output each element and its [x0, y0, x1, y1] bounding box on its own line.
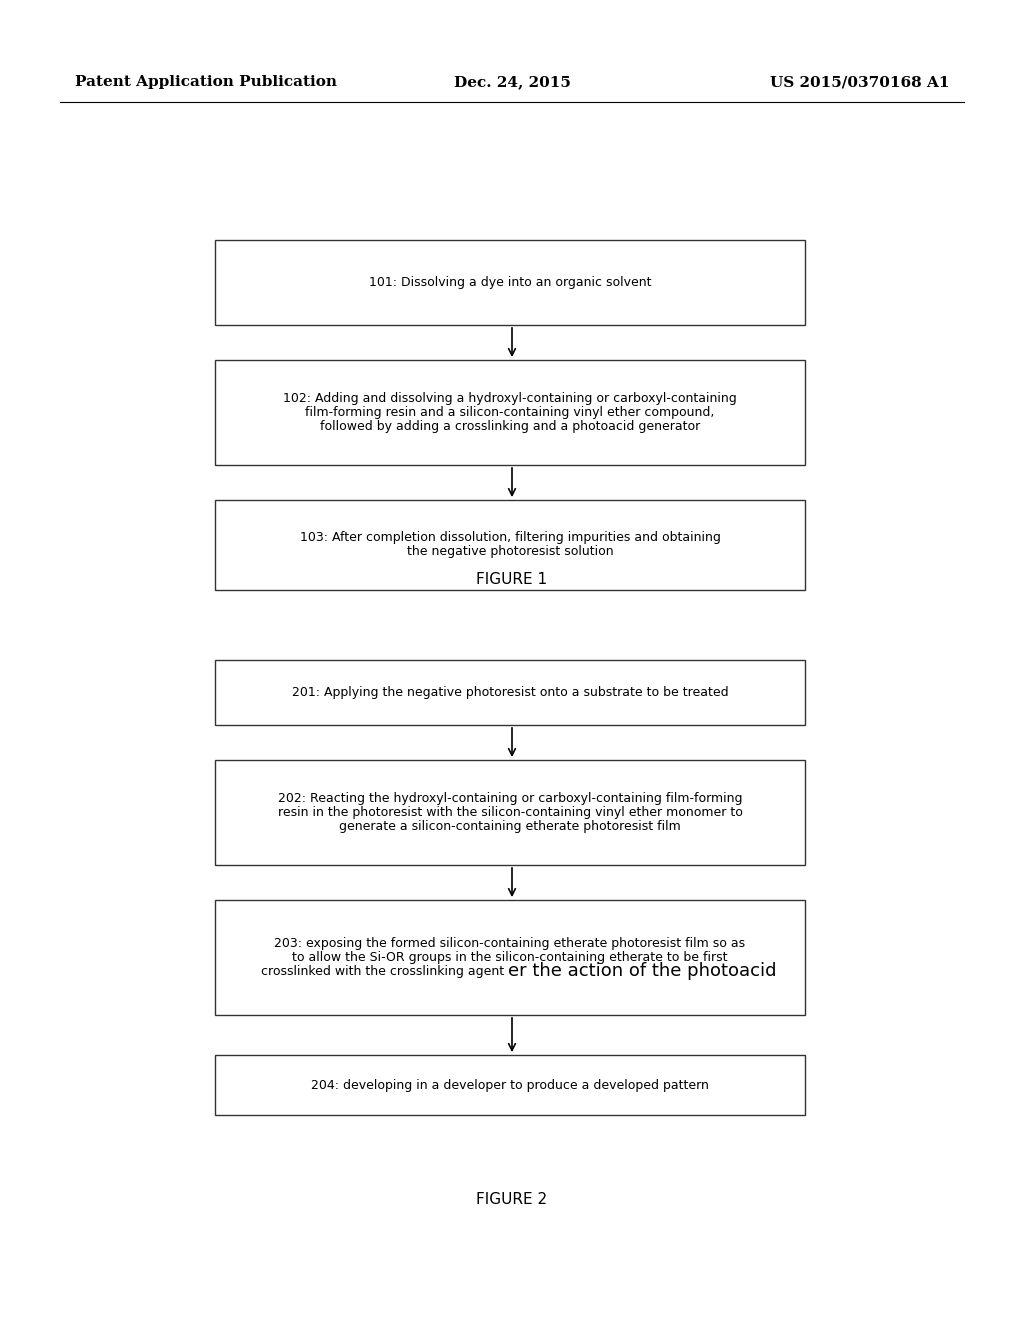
Text: Patent Application Publication: Patent Application Publication	[75, 75, 337, 88]
Bar	[215, 900, 805, 1015]
Text: US 2015/0370168 A1: US 2015/0370168 A1	[770, 75, 950, 88]
Text: 204: developing in a developer to produce a developed pattern: 204: developing in a developer to produc…	[311, 1078, 709, 1092]
Text: resin in the photoresist with the silicon-containing vinyl ether monomer to: resin in the photoresist with the silico…	[278, 807, 742, 818]
Bar	[215, 500, 805, 590]
Text: FIGURE 2: FIGURE 2	[476, 1192, 548, 1208]
Bar	[215, 760, 805, 865]
Text: the negative photoresist solution: the negative photoresist solution	[407, 545, 613, 558]
Text: 103: After completion dissolution, filtering impurities and obtaining: 103: After completion dissolution, filte…	[300, 532, 721, 544]
Bar	[215, 660, 805, 725]
Text: 203: exposing the formed silicon-containing etherate photoresist film so as: 203: exposing the formed silicon-contain…	[274, 937, 745, 950]
Text: 202: Reacting the hydroxyl-containing or carboxyl-containing film-forming: 202: Reacting the hydroxyl-containing or…	[278, 792, 742, 805]
Text: er the action of the photoacid: er the action of the photoacid	[508, 962, 776, 981]
Text: 102: Adding and dissolving a hydroxyl-containing or carboxyl-containing: 102: Adding and dissolving a hydroxyl-co…	[283, 392, 737, 405]
Text: 201: Applying the negative photoresist onto a substrate to be treated: 201: Applying the negative photoresist o…	[292, 686, 728, 700]
Bar	[215, 360, 805, 465]
Bar	[215, 1055, 805, 1115]
Bar	[215, 240, 805, 325]
Text: followed by adding a crosslinking and a photoacid generator: followed by adding a crosslinking and a …	[319, 420, 700, 433]
Text: film-forming resin and a silicon-containing vinyl ether compound,: film-forming resin and a silicon-contain…	[305, 407, 715, 418]
Text: 101: Dissolving a dye into an organic solvent: 101: Dissolving a dye into an organic so…	[369, 276, 651, 289]
Text: crosslinked with the crosslinking agent er the action of the photoacid: crosslinked with the crosslinking agent …	[293, 965, 727, 978]
Text: crosslinked with the crosslinking agent: crosslinked with the crosslinking agent	[261, 965, 508, 978]
Text: generate a silicon-containing etherate photoresist film: generate a silicon-containing etherate p…	[339, 820, 681, 833]
Text: Dec. 24, 2015: Dec. 24, 2015	[454, 75, 570, 88]
Text: to allow the Si-OR groups in the silicon-containing etherate to be first: to allow the Si-OR groups in the silicon…	[292, 950, 728, 964]
Text: FIGURE 1: FIGURE 1	[476, 573, 548, 587]
